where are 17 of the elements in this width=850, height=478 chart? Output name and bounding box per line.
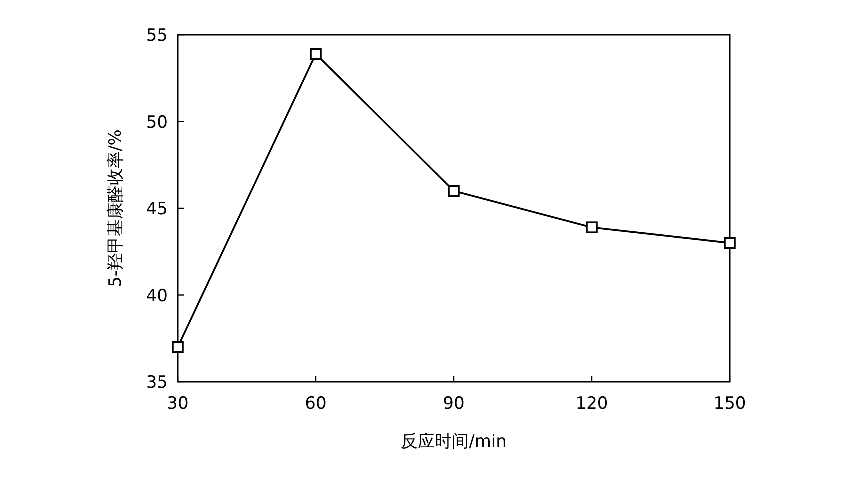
point (448, 185, 460, 198)
point (172, 341, 184, 354)
x-tick-label: 120 (576, 394, 608, 414)
y-tick-label: 40 (146, 286, 168, 306)
point (724, 237, 736, 250)
y-tick-label: 55 (146, 26, 168, 46)
point (310, 48, 322, 60)
x-tick-label: 30 (167, 394, 189, 414)
x-axis-title: 反应时间/min (401, 432, 507, 452)
x-tick-label: 60 (305, 394, 327, 414)
y-tick-label: 50 (146, 112, 168, 133)
x-tick-label: 150 (714, 394, 746, 414)
point (586, 222, 598, 234)
x-tick-label: 90 (443, 394, 465, 414)
y-tick-label: 45 (146, 200, 168, 220)
y-tick-label: 35 (146, 373, 168, 393)
y-axis-title: 5-羟甲基康醛收率/% (106, 130, 126, 288)
